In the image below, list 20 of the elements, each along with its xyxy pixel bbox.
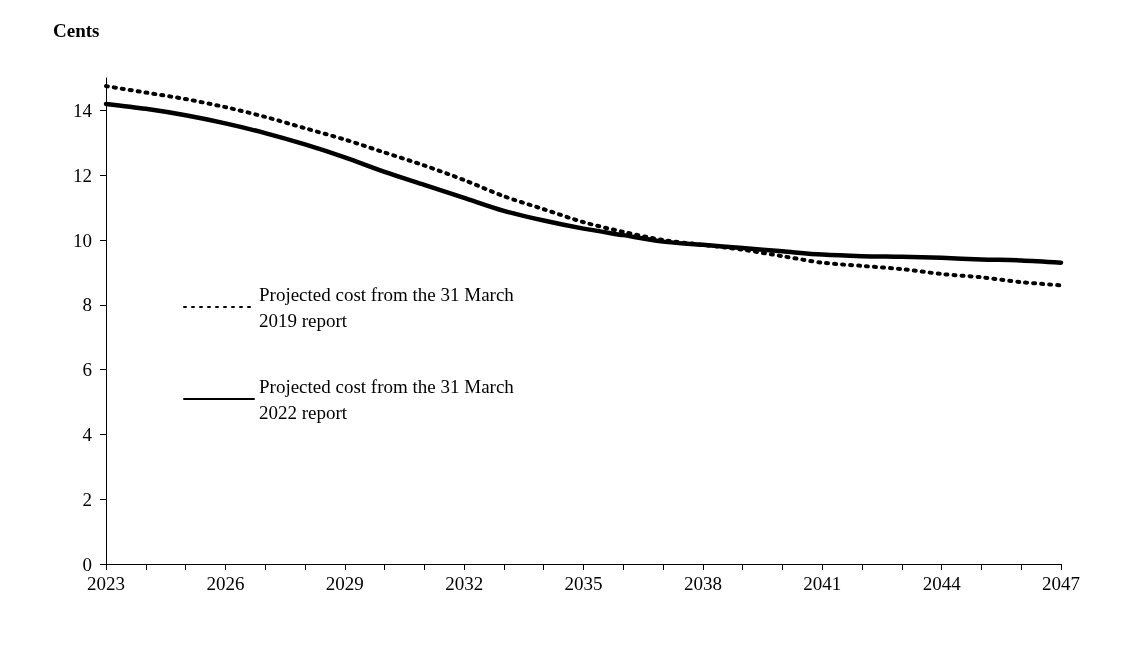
- y-tick-label: 6: [82, 359, 92, 381]
- x-tick-label: 2044: [922, 573, 962, 594]
- y-tick-label: 12: [73, 164, 92, 186]
- x-tick-label: 2047: [1042, 573, 1080, 594]
- y-tick-label: 2: [82, 488, 92, 510]
- x-tick-label: 2038: [683, 573, 722, 594]
- x-tick-label: 2032: [445, 573, 484, 594]
- y-axis-title: Cents: [53, 20, 100, 41]
- y-tick-label: 10: [73, 229, 92, 251]
- x-tick-label: 2041: [803, 573, 842, 594]
- y-tick-label: 8: [82, 294, 92, 316]
- x-tick-label: 2026: [206, 573, 245, 594]
- x-tick-label: 2035: [564, 573, 603, 594]
- y-tick-label: 14: [73, 99, 93, 121]
- x-tick-label: 2029: [325, 573, 364, 594]
- legend-label: Projected cost from the 31 March 2019 report: [259, 283, 515, 331]
- legend-label: Projected cost from the 31 March 2022 report: [259, 375, 515, 423]
- y-tick-label: 0: [82, 553, 92, 575]
- x-tick-label: 2023: [87, 573, 125, 594]
- y-tick-label: 4: [82, 423, 93, 445]
